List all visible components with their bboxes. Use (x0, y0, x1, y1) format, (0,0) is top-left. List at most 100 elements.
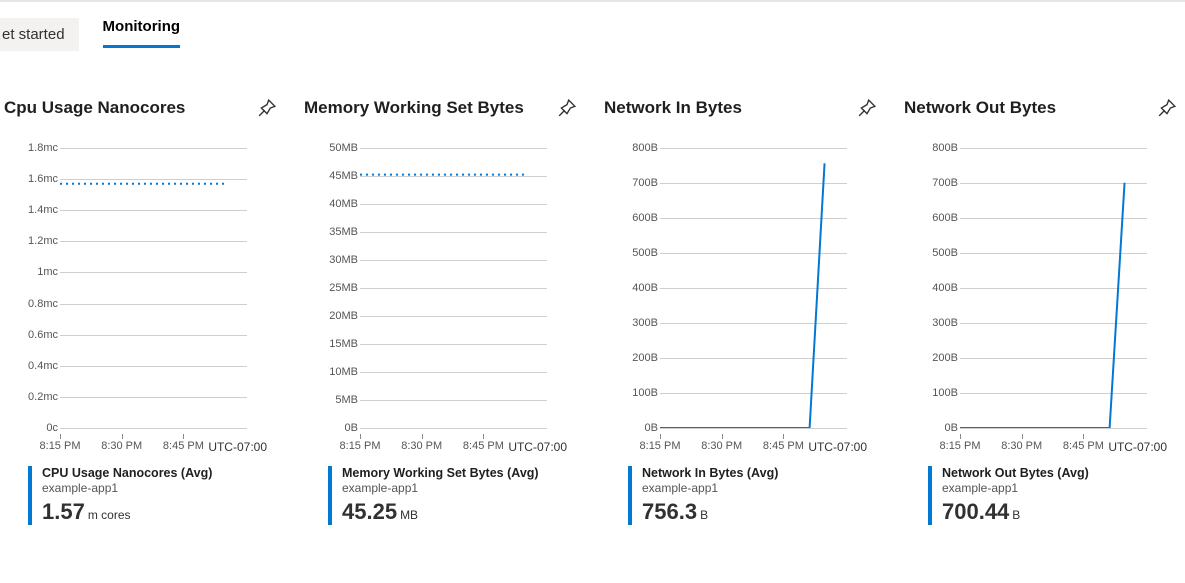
tab-get-started[interactable]: et started (0, 18, 79, 51)
y-axis-label: 0B (945, 422, 958, 434)
x-axis-label: 8:30 PM (701, 440, 742, 452)
legend-value-unit: MB (400, 508, 418, 522)
y-axis-label: 700B (632, 177, 658, 189)
y-axis-label: 0.4mc (28, 360, 58, 372)
y-axis-label: 0.6mc (28, 329, 58, 341)
legend-value-number: 1.57 (42, 499, 85, 524)
x-axis-label: 8:30 PM (101, 440, 142, 452)
y-axis-label: 1.2mc (28, 235, 58, 247)
legend-subtitle: example-app1 (942, 481, 1176, 495)
y-axis-label: 700B (932, 177, 958, 189)
x-axis-label: 8:45 PM (763, 440, 804, 452)
chart-area: 0B100B200B300B400B500B600B700B800B8:15 P… (922, 148, 1147, 428)
y-axis-label: 500B (932, 247, 958, 259)
y-axis-label: 100B (932, 387, 958, 399)
y-axis-label: 300B (932, 317, 958, 329)
y-axis-label: 200B (932, 352, 958, 364)
x-axis-label: 8:45 PM (463, 440, 504, 452)
timezone-label: UTC-07:00 (208, 440, 267, 454)
legend-title: Memory Working Set Bytes (Avg) (342, 466, 576, 480)
y-axis-label: 1.8mc (28, 142, 58, 154)
legend-value-unit: B (700, 508, 708, 522)
x-axis-label: 8:30 PM (1001, 440, 1042, 452)
pin-icon[interactable] (1158, 99, 1176, 117)
card-title: Cpu Usage Nanocores (4, 98, 185, 118)
x-tick (483, 434, 484, 439)
y-axis-label: 0B (645, 422, 658, 434)
x-axis-label: 8:15 PM (40, 440, 81, 452)
x-tick (60, 434, 61, 439)
gridline (60, 428, 247, 429)
legend-title: Network In Bytes (Avg) (642, 466, 876, 480)
y-axis-label: 15MB (329, 338, 358, 350)
y-axis-label: 40MB (329, 198, 358, 210)
x-tick (722, 434, 723, 439)
x-tick (183, 434, 184, 439)
pin-icon[interactable] (258, 99, 276, 117)
card-title: Memory Working Set Bytes (304, 98, 524, 118)
timezone-label: UTC-07:00 (808, 440, 867, 454)
x-axis-label: 8:30 PM (401, 440, 442, 452)
x-axis-label: 8:15 PM (340, 440, 381, 452)
legend-title: Network Out Bytes (Avg) (942, 466, 1176, 480)
pin-icon[interactable] (558, 99, 576, 117)
y-axis-label: 0.8mc (28, 298, 58, 310)
y-axis-label: 30MB (329, 254, 358, 266)
x-axis-label: 8:15 PM (940, 440, 981, 452)
x-tick (1083, 434, 1084, 439)
y-axis-label: 500B (632, 247, 658, 259)
x-tick (783, 434, 784, 439)
timezone-label: UTC-07:00 (1108, 440, 1167, 454)
pin-icon[interactable] (858, 99, 876, 117)
tab-monitoring[interactable]: Monitoring (103, 18, 180, 48)
chart-svg (960, 148, 1147, 428)
tab-bar: et started Monitoring (0, 2, 1185, 52)
chart-legend: CPU Usage Nanocores (Avg)example-app11.5… (28, 466, 276, 525)
legend-title: CPU Usage Nanocores (Avg) (42, 466, 276, 480)
chart-legend: Network In Bytes (Avg)example-app1756.3B (628, 466, 876, 525)
metric-card: Cpu Usage Nanocores0c0.2mc0.4mc0.6mc0.8m… (4, 98, 276, 525)
y-axis-label: 400B (932, 282, 958, 294)
x-axis-label: 8:45 PM (1063, 440, 1104, 452)
legend-subtitle: example-app1 (342, 481, 576, 495)
card-title: Network Out Bytes (904, 98, 1056, 118)
chart-legend: Memory Working Set Bytes (Avg)example-ap… (328, 466, 576, 525)
chart-svg (660, 148, 847, 428)
y-axis-label: 200B (632, 352, 658, 364)
chart-svg (360, 148, 547, 428)
chart-area: 0B100B200B300B400B500B600B700B800B8:15 P… (622, 148, 847, 428)
y-axis-label: 300B (632, 317, 658, 329)
card-title: Network In Bytes (604, 98, 742, 118)
legend-value: 1.57m cores (42, 499, 276, 525)
x-tick (1022, 434, 1023, 439)
y-axis-label: 25MB (329, 282, 358, 294)
y-axis-label: 5MB (335, 394, 358, 406)
chart-svg (60, 148, 247, 428)
legend-value: 756.3B (642, 499, 876, 525)
y-axis-label: 35MB (329, 226, 358, 238)
y-axis-label: 100B (632, 387, 658, 399)
x-axis-label: 8:45 PM (163, 440, 204, 452)
legend-value: 45.25MB (342, 499, 576, 525)
y-axis-label: 50MB (329, 142, 358, 154)
y-axis-label: 20MB (329, 310, 358, 322)
legend-value-number: 756.3 (642, 499, 697, 524)
legend-value-unit: B (1012, 508, 1020, 522)
gridline (660, 428, 847, 429)
y-axis-label: 800B (632, 142, 658, 154)
y-axis-label: 45MB (329, 170, 358, 182)
y-axis-label: 1mc (37, 266, 58, 278)
metric-card: Memory Working Set Bytes0B5MB10MB15MB20M… (304, 98, 576, 525)
legend-value-unit: m cores (88, 508, 131, 522)
x-tick (660, 434, 661, 439)
x-tick (360, 434, 361, 439)
y-axis-label: 10MB (329, 366, 358, 378)
chart-legend: Network Out Bytes (Avg)example-app1700.4… (928, 466, 1176, 525)
gridline (960, 428, 1147, 429)
y-axis-label: 1.4mc (28, 204, 58, 216)
x-tick (422, 434, 423, 439)
metric-card: Network In Bytes0B100B200B300B400B500B60… (604, 98, 876, 525)
x-tick (960, 434, 961, 439)
metric-card: Network Out Bytes0B100B200B300B400B500B6… (904, 98, 1176, 525)
charts-row: Cpu Usage Nanocores0c0.2mc0.4mc0.6mc0.8m… (0, 52, 1185, 525)
